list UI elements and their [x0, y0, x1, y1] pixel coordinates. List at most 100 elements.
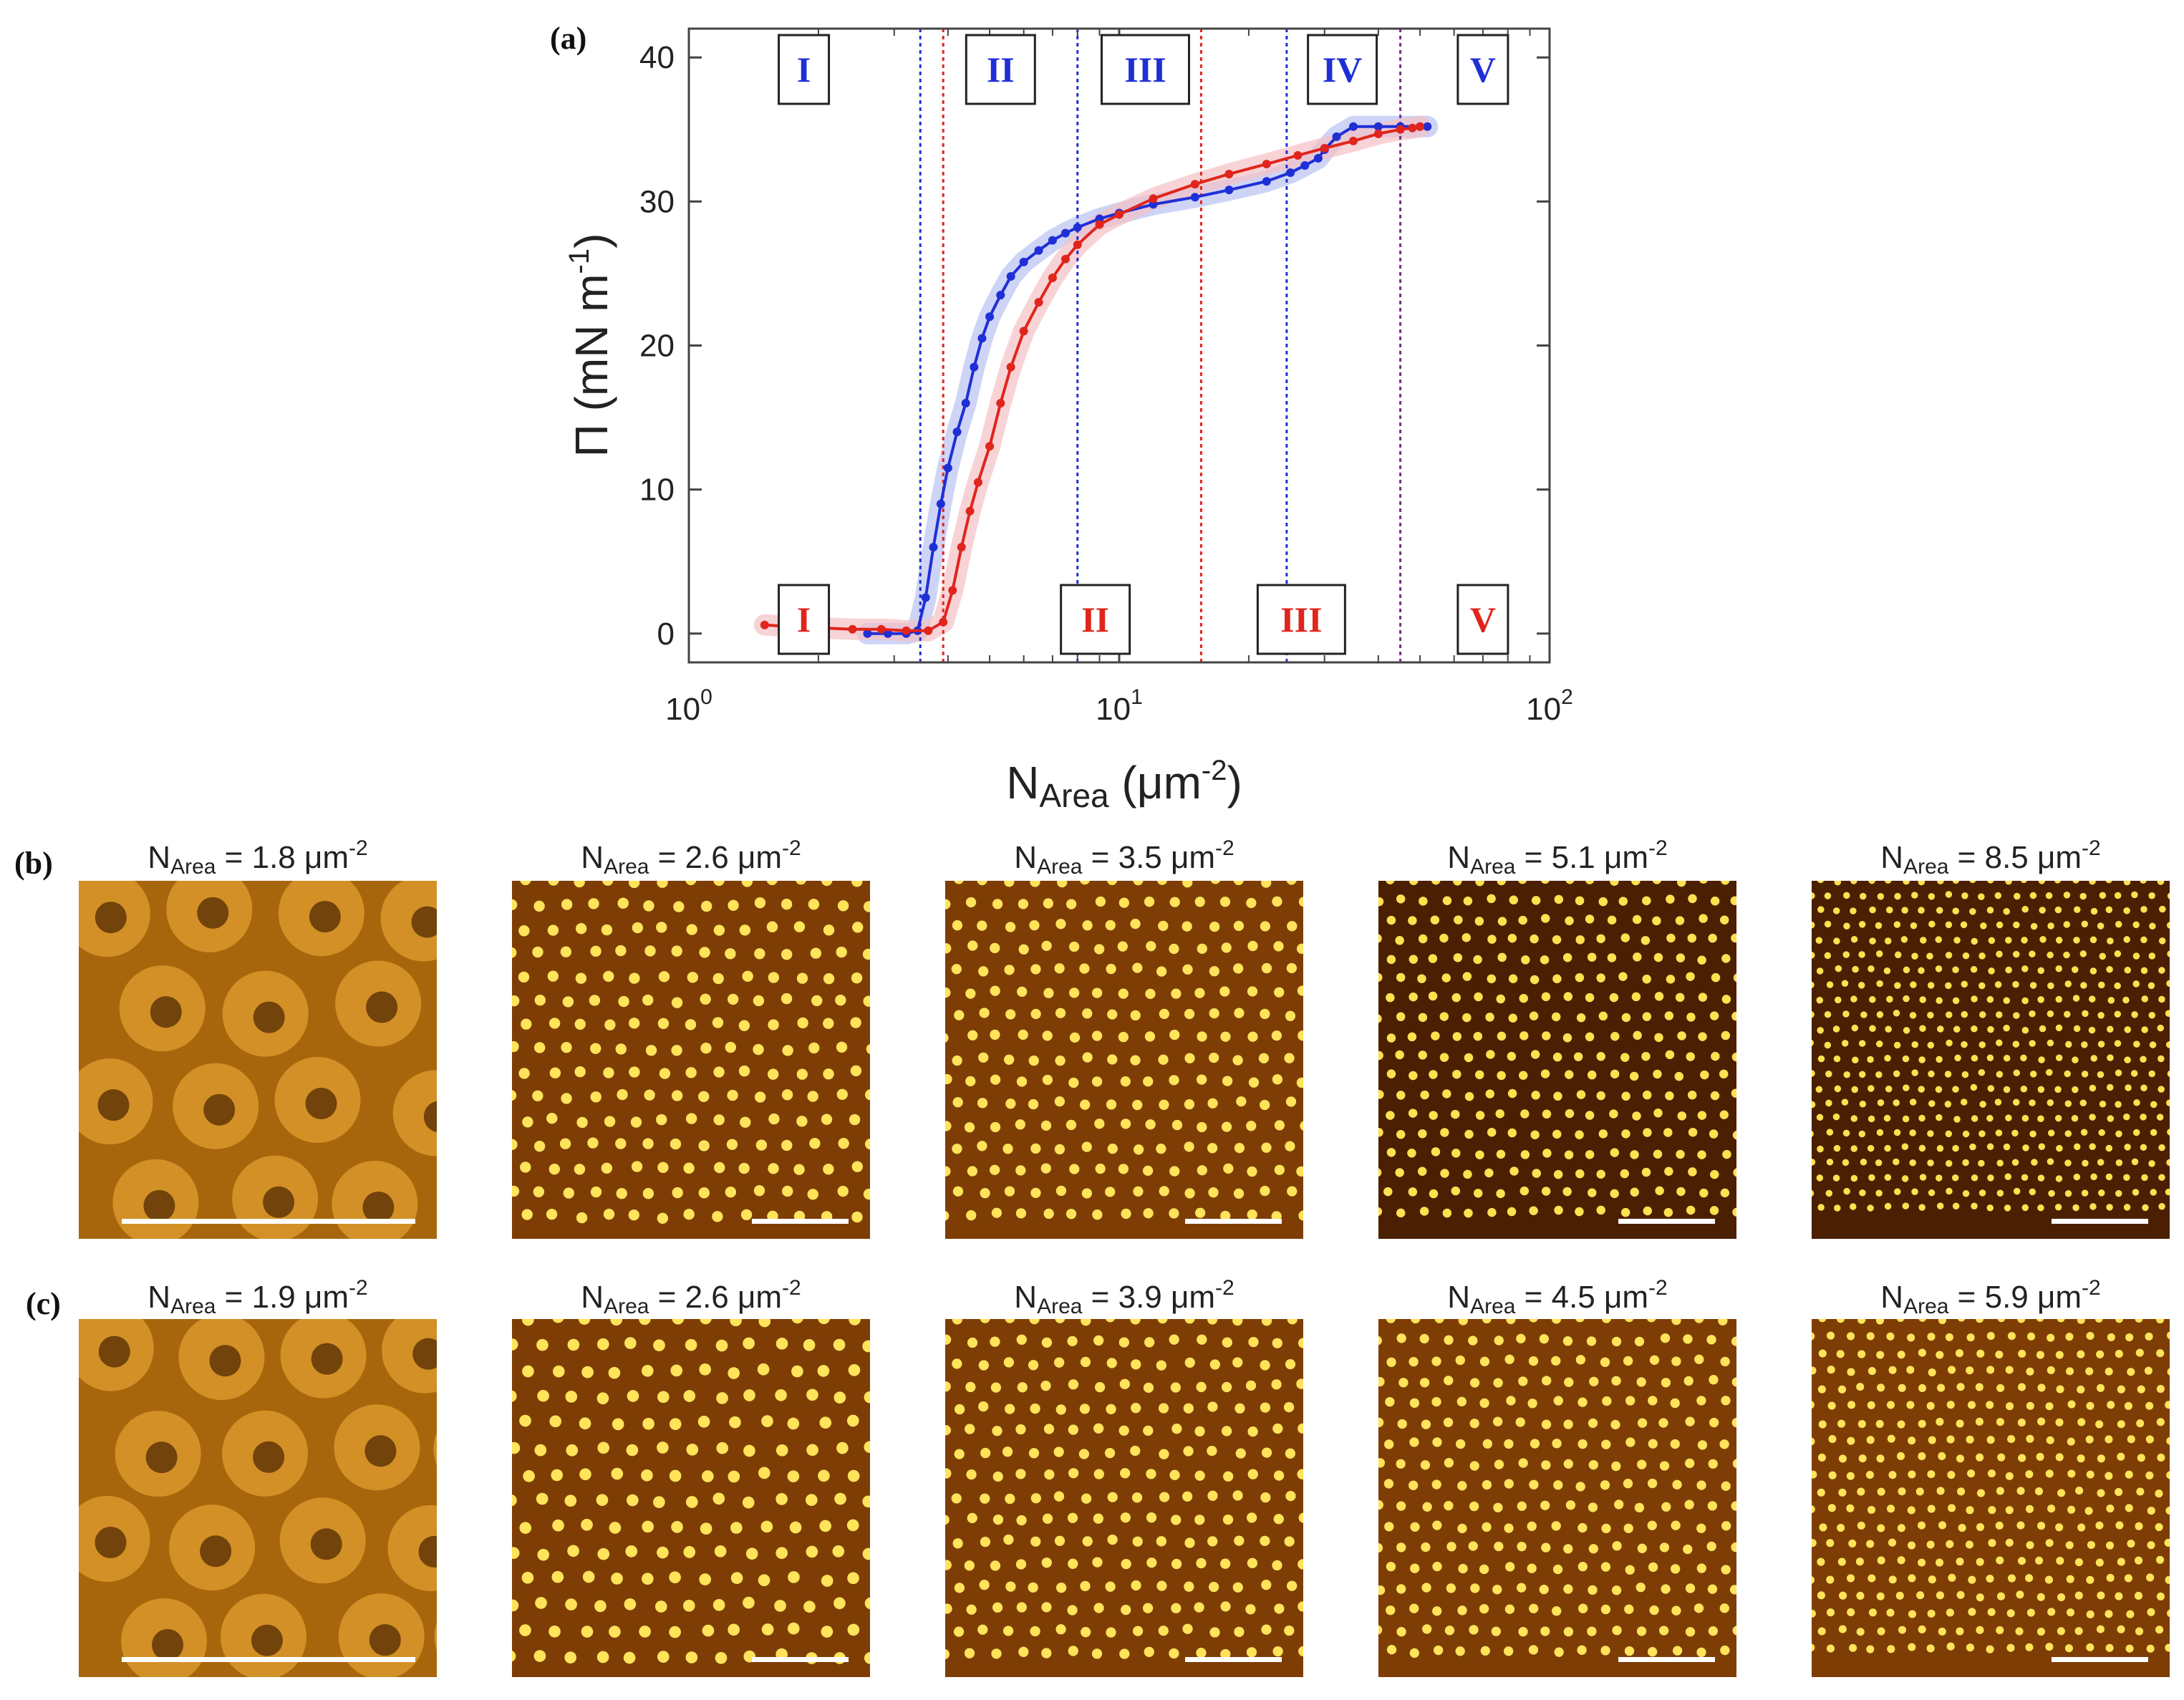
afm-particle: [945, 1515, 950, 1525]
afm-particle: [1565, 881, 1575, 884]
afm-particle: [1850, 1145, 1857, 1152]
afm-particle: [1551, 1521, 1561, 1531]
afm-particle: [1641, 1051, 1651, 1061]
afm-particle: [1440, 1128, 1449, 1137]
afm-particle: [781, 1139, 793, 1151]
afm-particle: [847, 1572, 859, 1585]
afm-particle: [1618, 897, 1628, 906]
afm-particle: [1285, 1010, 1296, 1021]
afm-particle: [2156, 1349, 2165, 1358]
afm-particle: [1054, 1357, 1065, 1368]
afm-particle: [1707, 1584, 1718, 1594]
afm-particle: [864, 1652, 870, 1664]
afm-particle: [1398, 1378, 1409, 1388]
afm-particle: [1966, 1506, 1974, 1515]
afm-particle: [1577, 1645, 1587, 1656]
afm-particle: [1092, 1557, 1103, 1568]
afm-particle: [579, 1417, 591, 1430]
afm-particle: [714, 1161, 725, 1174]
afm-particle: [1866, 1436, 1875, 1444]
afm-particle: [1672, 1646, 1683, 1656]
afm-particle: [1519, 993, 1528, 1003]
afm-particle: [863, 995, 870, 1007]
afm-particle: [1953, 1025, 1961, 1033]
afm-particle: [1720, 1645, 1730, 1656]
afm-particle: [1184, 1141, 1194, 1152]
afm-particle: [1994, 981, 2002, 988]
afm-particle: [1841, 1098, 1849, 1106]
afm-particle: [1858, 1454, 1867, 1463]
afm-particle: [658, 971, 670, 982]
afm-particle: [2065, 1040, 2072, 1048]
afm-particle: [1396, 894, 1406, 904]
afm-particle: [1877, 1383, 1885, 1392]
afm-particle: [2007, 1574, 2016, 1583]
afm-particle: [1826, 1129, 1834, 1136]
afm-particle: [1182, 1623, 1193, 1634]
afm-particle: [753, 1043, 764, 1056]
afm-domain-core: [311, 1343, 343, 1375]
afm-particle: [2115, 1592, 2123, 1600]
afm-particle: [1132, 1099, 1143, 1111]
afm-particle: [1875, 1189, 1883, 1197]
afm-particle: [945, 899, 951, 909]
afm-particle: [1158, 1054, 1169, 1065]
afm-particle: [1528, 1645, 1539, 1655]
afm-particle: [1588, 1418, 1598, 1429]
afm-particle: [1196, 1381, 1207, 1393]
afm-domain-core: [369, 1624, 401, 1656]
afm-particle: [2007, 1435, 2016, 1444]
afm-particle: [1156, 966, 1167, 977]
afm-particle: [1911, 1188, 1918, 1196]
afm-particle: [1260, 1535, 1270, 1546]
afm-particle: [1952, 1086, 1959, 1093]
afm-particle: [1686, 972, 1695, 981]
afm-particle: [1378, 1128, 1383, 1137]
afm-particle: [1687, 933, 1697, 943]
afm-domain-core: [310, 1528, 342, 1560]
afm-particle: [1055, 919, 1066, 929]
afm-particle: [1976, 1557, 1984, 1566]
afm-particle: [2136, 1487, 2145, 1496]
afm-particle: [522, 1365, 534, 1378]
afm-particle: [1497, 952, 1507, 962]
afm-particle: [686, 924, 697, 935]
afm-particle: [1708, 1459, 1718, 1469]
afm-particle: [1685, 1416, 1695, 1426]
afm-particle: [715, 1651, 728, 1664]
afm-particle: [1961, 980, 1968, 988]
afm-particle: [1171, 1515, 1182, 1525]
afm-particle: [1621, 1091, 1630, 1101]
afm-particle: [1675, 916, 1685, 925]
afm-particle: [2003, 1143, 2011, 1151]
afm-particle: [1093, 1513, 1103, 1524]
afm-particle: [739, 924, 751, 936]
afm-particle: [615, 945, 627, 957]
afm-particle: [1995, 1351, 2004, 1359]
afm-particle: [1194, 1602, 1204, 1613]
afm-particle: [1812, 892, 1815, 899]
afm-particle: [1893, 1070, 1900, 1078]
afm-particle: [1955, 1349, 1964, 1358]
region-label-top-box: [1307, 34, 1378, 105]
afm-particle: [1004, 1186, 1015, 1197]
afm-particle: [2005, 1366, 2014, 1374]
afm-particle: [1709, 1206, 1719, 1215]
afm-particle: [1093, 1335, 1104, 1346]
afm-particle: [1946, 1435, 1955, 1444]
afm-particle: [672, 1319, 685, 1325]
afm-particle: [1504, 1354, 1514, 1364]
afm-particle: [1232, 1357, 1243, 1368]
afm-particle: [2012, 950, 2020, 958]
afm-particle: [1671, 1605, 1681, 1616]
afm-particle: [2022, 1144, 2029, 1151]
afm-particle: [1261, 881, 1272, 888]
afm-particle: [699, 1573, 712, 1585]
afm-particle: [1817, 1385, 1826, 1394]
afm-particle: [807, 1189, 818, 1200]
afm-particle: [1928, 1189, 1936, 1197]
afm-particle: [594, 1600, 607, 1613]
afm-particle: [2064, 1070, 2071, 1078]
afm-particle: [945, 1560, 952, 1570]
afm-particle: [2167, 1129, 2170, 1136]
